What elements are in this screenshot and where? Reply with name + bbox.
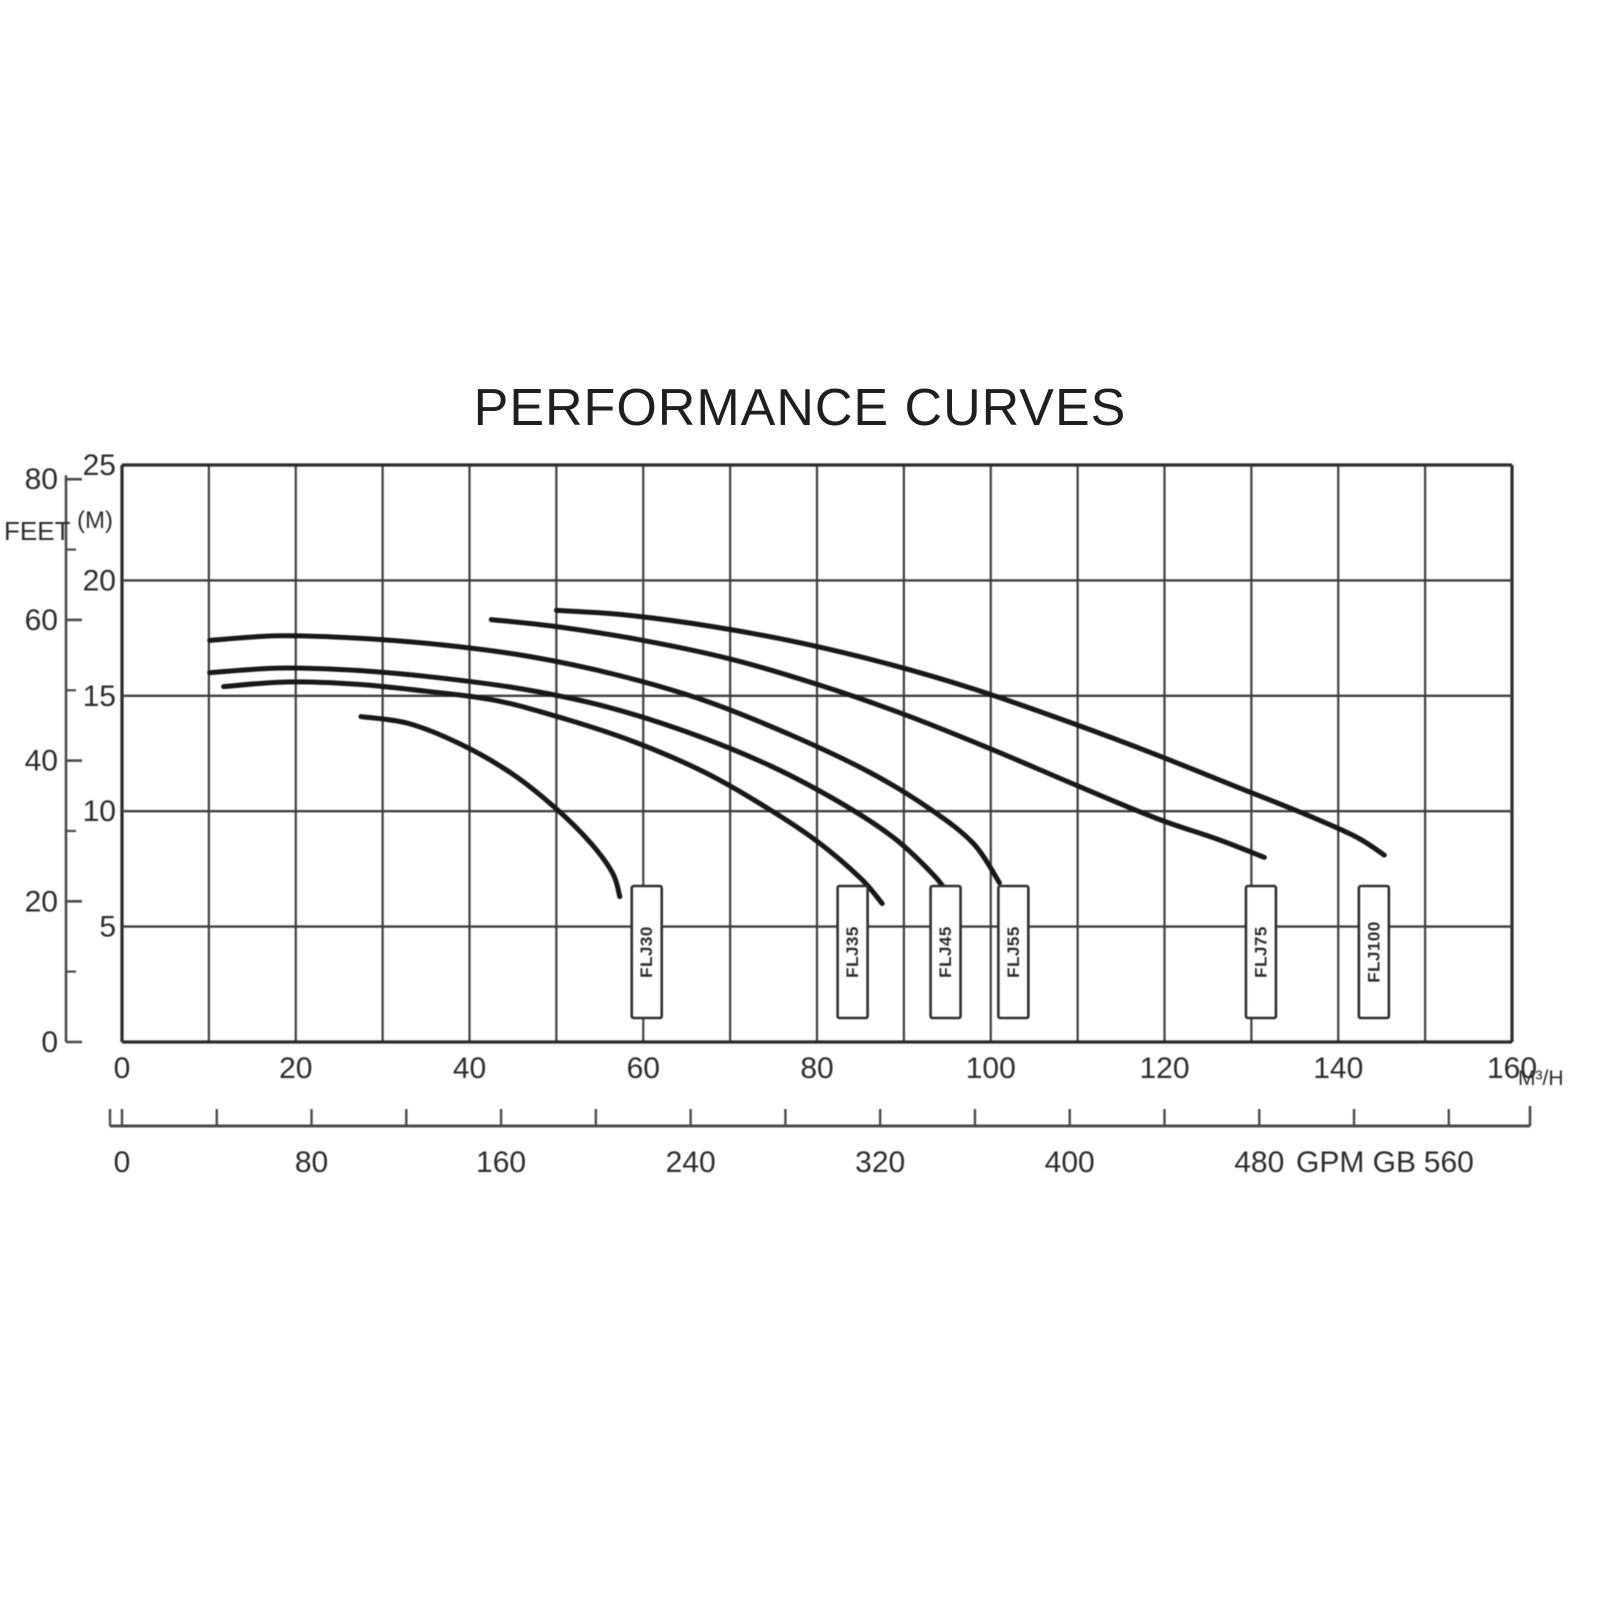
curve-label-box-FLJ30 (630, 884, 664, 1020)
x-tick-label-m3h: 140 (1313, 1052, 1363, 1085)
feet-tick-label: 20 (25, 885, 58, 918)
x-tick-label-m3h: 100 (966, 1052, 1016, 1085)
curve-label-FLJ55: FLJ55 (1004, 926, 1023, 978)
chart-title: PERFORMANCE CURVES (473, 379, 1127, 437)
curve-FLJ55 (207, 633, 1002, 886)
x-tick-label-m3h: 40 (453, 1052, 486, 1085)
x-tick-label-m3h: 120 (1139, 1052, 1189, 1085)
feet-tick-label: 60 (25, 604, 58, 637)
gpm-tick-label: 0 (114, 1146, 131, 1179)
curve-label-FLJ100: FLJ100 (1364, 921, 1383, 983)
meters-tick-label: 20 (83, 564, 116, 597)
curve-FLJ75 (488, 617, 1267, 860)
curve-label-FLJ35: FLJ35 (843, 926, 862, 978)
gpm-tick-label: 560 (1424, 1146, 1474, 1179)
gpm-tick-label: 80 (295, 1146, 328, 1179)
gpm-tick-label: 400 (1045, 1146, 1095, 1179)
meters-axis-title: (M) (77, 507, 113, 534)
curve-label-box-FLJ45 (929, 884, 962, 1020)
curve-label-box-FLJ75 (1244, 884, 1278, 1020)
x-tick-label-m3h: 60 (627, 1052, 660, 1085)
m3h-unit-label: M³/H (1518, 1067, 1564, 1090)
curve-FLJ30 (358, 714, 623, 900)
curve-FLJ35 (221, 679, 885, 906)
curve-label-FLJ45: FLJ45 (936, 926, 955, 978)
gpm-tick-label: 480 (1234, 1146, 1284, 1179)
meters-tick-label: 10 (83, 795, 116, 828)
curve-label-box-FLJ35 (836, 884, 869, 1020)
feet-tick-label: 0 (41, 1026, 58, 1059)
gpm-tick-label: 320 (855, 1146, 905, 1179)
curve-FLJ45 (207, 665, 953, 900)
meters-tick-label: 25 (83, 449, 116, 482)
gpm-tick-label: 160 (476, 1146, 526, 1179)
curve-label-FLJ75: FLJ75 (1251, 926, 1270, 978)
feet-tick-label: 80 (25, 463, 58, 496)
x-tick-label-m3h: 80 (800, 1052, 833, 1085)
gpm-unit-label: GPM GB (1296, 1146, 1416, 1179)
meters-tick-label: 15 (83, 680, 116, 713)
feet-axis-title: FEET (4, 516, 71, 546)
meters-tick-label: 5 (99, 911, 116, 944)
curve-FLJ100 (553, 607, 1387, 858)
curve-label-FLJ30: FLJ30 (637, 926, 656, 978)
curve-label-box-FLJ100 (1357, 884, 1391, 1020)
gpm-tick-label: 240 (666, 1146, 716, 1179)
x-tick-label-m3h: 20 (279, 1052, 312, 1085)
feet-tick-label: 40 (25, 745, 58, 778)
x-tick-label-m3h: 160 (1487, 1052, 1537, 1085)
curve-label-box-FLJ55 (997, 884, 1030, 1020)
x-tick-label-m3h: 0 (114, 1052, 131, 1085)
